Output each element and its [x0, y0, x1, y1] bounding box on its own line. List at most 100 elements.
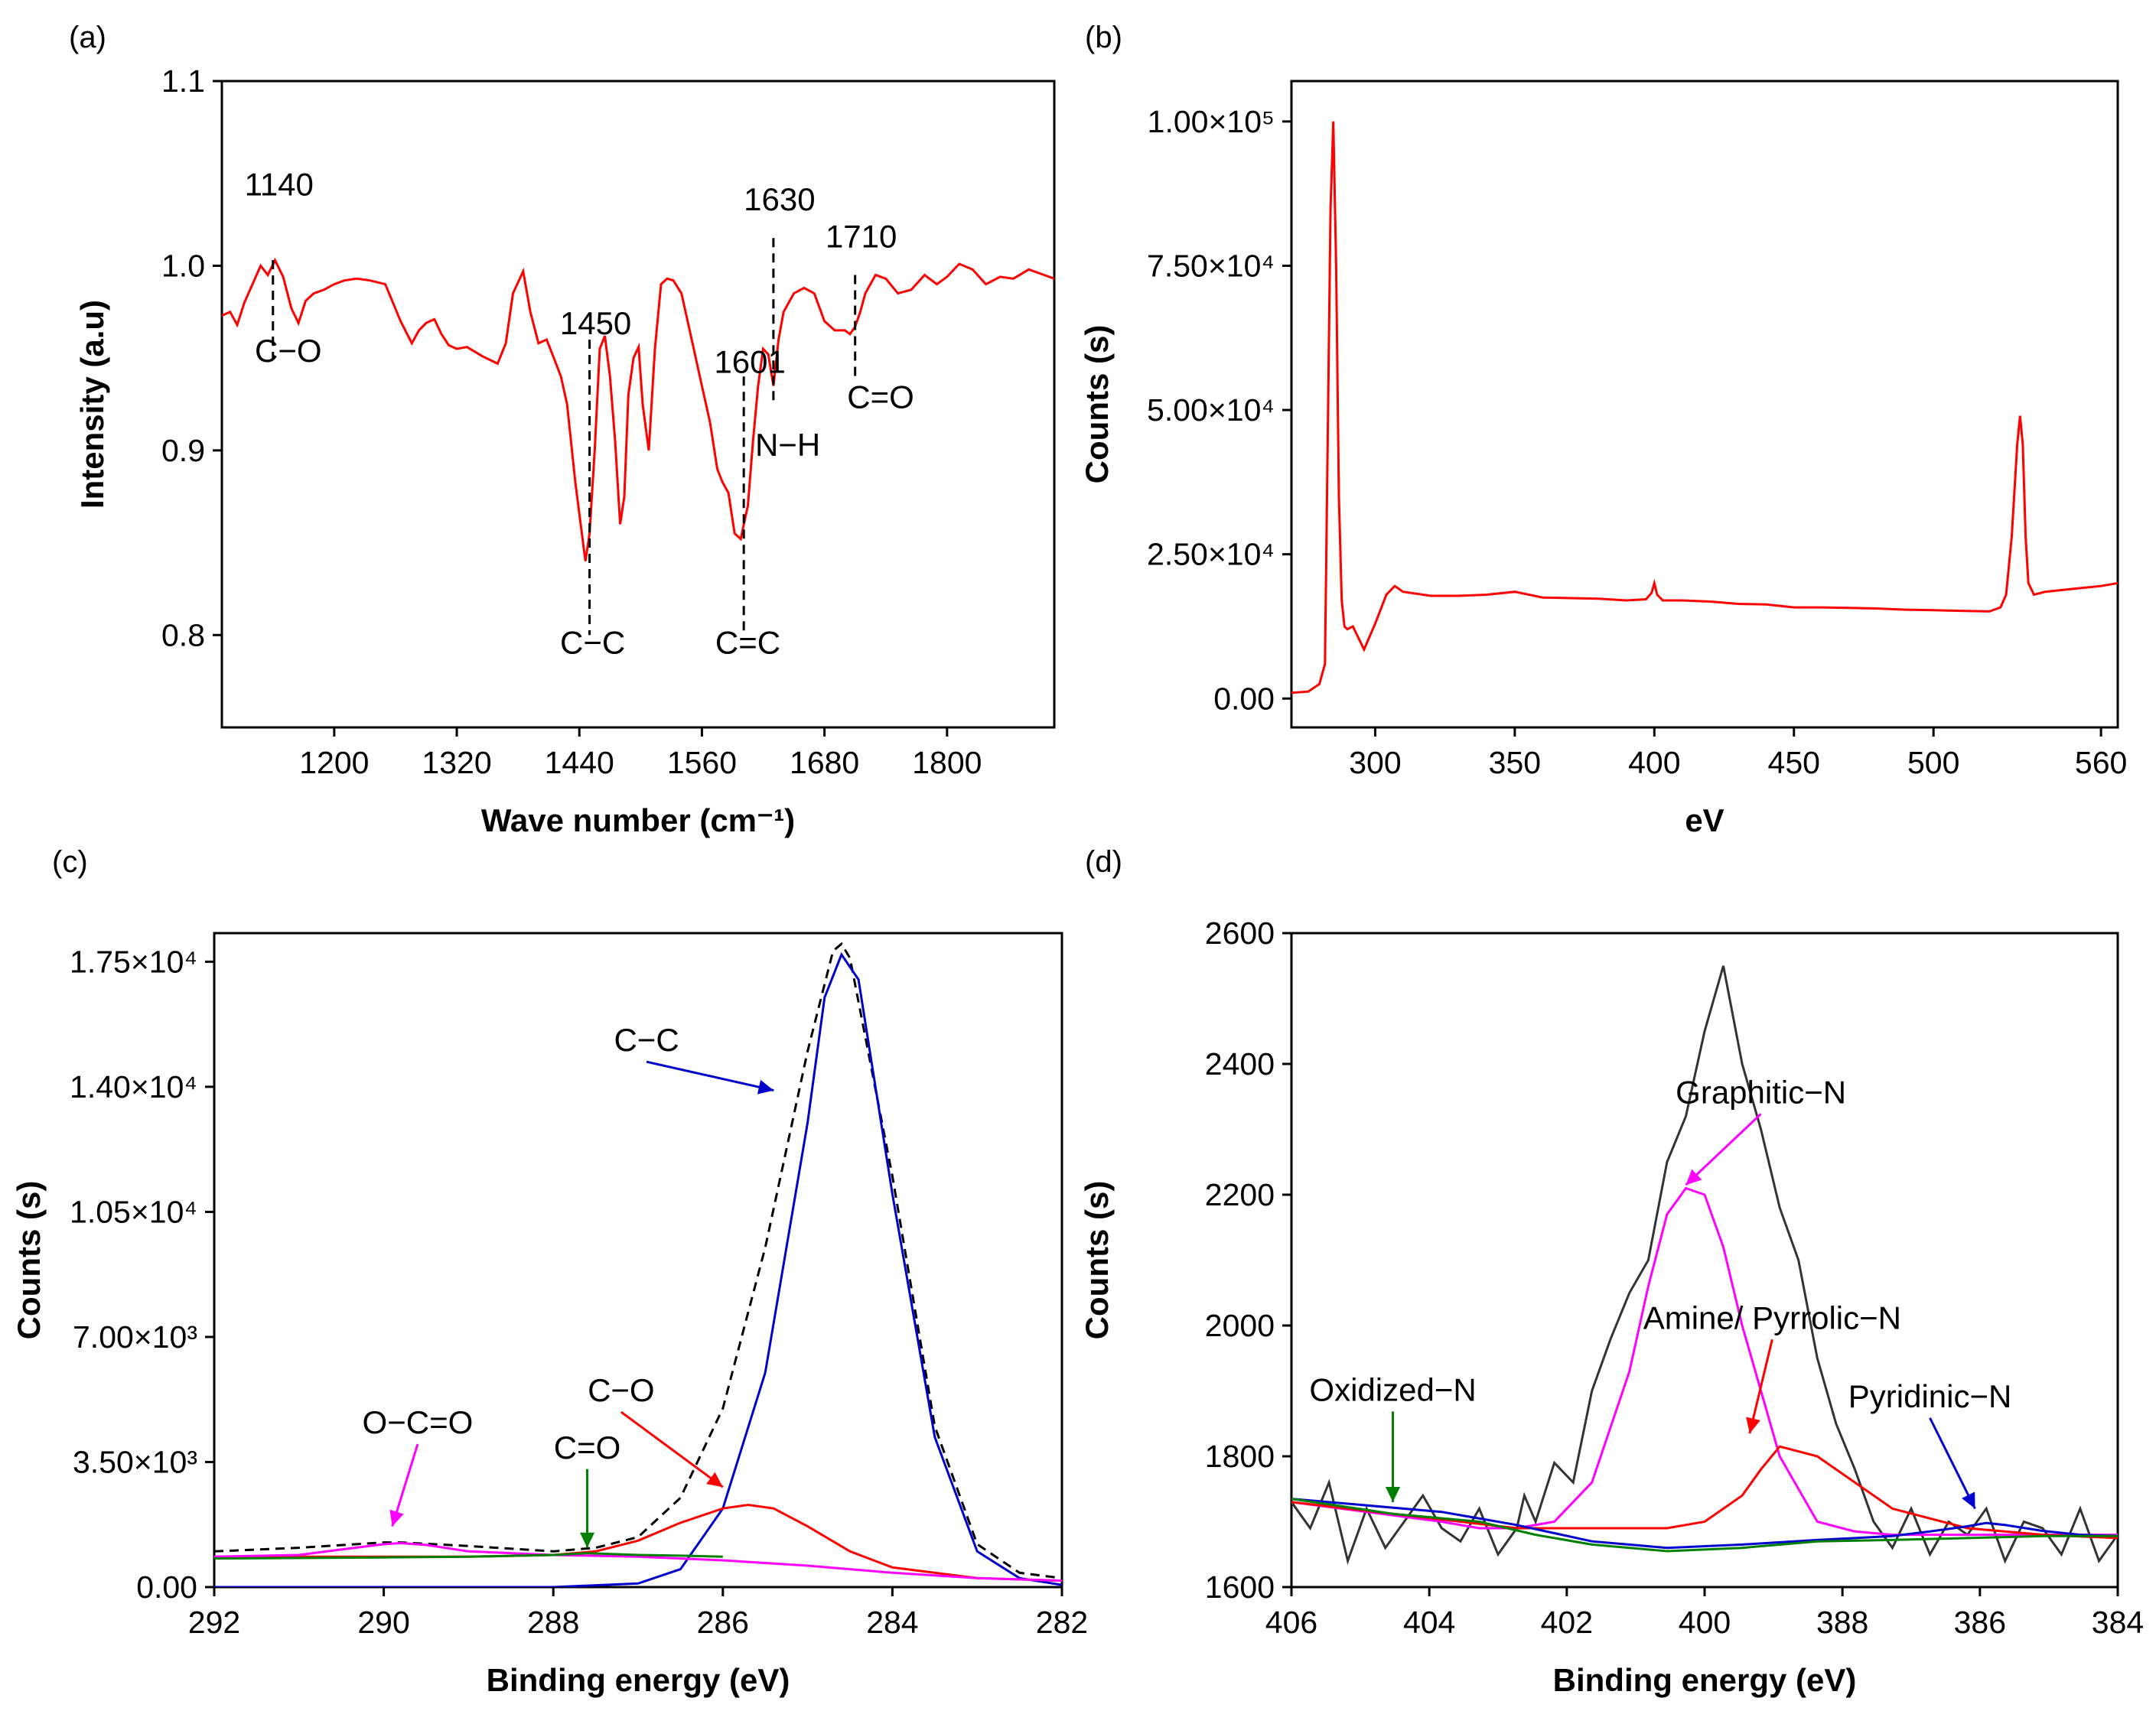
series-line-graphitic-n: [1291, 1186, 2118, 1537]
y-tick-label: 0.00: [136, 1570, 197, 1605]
x-tick-label: 404: [1403, 1605, 1455, 1640]
series-line-c-o: [214, 1552, 723, 1560]
x-tick-label: 284: [866, 1605, 918, 1640]
chart-panel-1: 1200 1320 1440 1560 1680 1800 0.8 0.9 1.0 1.1 Wave…: [74, 63, 1056, 838]
x-tick-label: 288: [527, 1605, 579, 1640]
series-line-pyridinic-n: [1291, 1498, 2118, 1550]
component-label: C−O: [588, 1372, 655, 1408]
y-tick-label: 2.50×10⁴: [1147, 537, 1275, 572]
peak-wavenumber-label: 1450: [560, 305, 631, 341]
component-arrowhead: [706, 1472, 723, 1488]
x-tick-label: 400: [1679, 1605, 1731, 1640]
data-line: [222, 257, 1054, 561]
component-arrow: [1685, 1113, 1762, 1186]
component-label: Pyridinic−N: [1848, 1378, 2012, 1414]
component-arrow: [1748, 1339, 1773, 1434]
component-label: O−C=O: [363, 1404, 474, 1440]
y-tick-label: 2200: [1205, 1177, 1275, 1212]
y-tick-label: 0.8: [161, 617, 205, 652]
x-tick-label: 500: [1907, 745, 1959, 780]
panel-label-a: (a): [69, 21, 106, 54]
y-tick-label: 2400: [1205, 1046, 1275, 1082]
y-tick-label: 3.50×10³: [73, 1444, 197, 1479]
y-tick-label: 2600: [1205, 916, 1275, 951]
series-line-c-c: [214, 951, 1062, 1587]
component-arrowhead: [1386, 1487, 1401, 1502]
component-label: Oxidized−N: [1309, 1371, 1476, 1407]
component-arrow: [620, 1410, 724, 1488]
y-axis-title: Counts (s): [1079, 325, 1115, 484]
y-tick-label: 1.1: [161, 63, 205, 99]
peak-wavenumber-label: 1710: [826, 218, 897, 254]
y-tick-label: 0.9: [161, 433, 205, 468]
y-axis-title: Counts (s): [1079, 1181, 1115, 1340]
x-tick-label: 286: [697, 1605, 749, 1640]
component-arrowhead: [1962, 1491, 1975, 1509]
panel-label-d: (d): [1085, 845, 1122, 879]
series-line-o-c-o: [214, 1541, 1062, 1583]
series-line-raw: [1291, 965, 2118, 1566]
peak-wavenumber-label: 1140: [245, 167, 314, 203]
x-tick-label: 402: [1541, 1605, 1593, 1640]
y-tick-label: 1.0: [161, 248, 205, 283]
component-label: C−C: [614, 1022, 679, 1058]
component-arrowhead: [1746, 1417, 1760, 1434]
component-arrow: [1929, 1417, 1976, 1510]
y-tick-label: 1.40×10⁴: [70, 1069, 197, 1104]
y-tick-label: 7.50×10⁴: [1147, 248, 1275, 283]
peak-bond-label: N−H: [755, 427, 820, 463]
y-tick-label: 1600: [1205, 1570, 1275, 1605]
panel-label-c: (c): [52, 845, 88, 879]
chart-panel-4: 406 404 402 400 388 386 384 1600 1800 2000 2200 240…: [1079, 916, 2144, 1698]
peak-bond-label: C=O: [847, 379, 914, 415]
x-tick-label: 1800: [912, 745, 982, 780]
y-tick-label: 1.00×10⁵: [1148, 104, 1275, 139]
x-axis-title: Wave number (cm⁻¹): [481, 802, 795, 838]
y-tick-label: 1.75×10⁴: [70, 944, 197, 979]
plot-frame: [1290, 80, 2119, 729]
y-tick-label: 2000: [1205, 1308, 1275, 1343]
x-tick-label: 1680: [790, 745, 859, 780]
panel-label-b: (b): [1085, 21, 1122, 54]
y-tick-label: 7.00×10³: [73, 1319, 197, 1355]
x-axis-title: Binding energy (eV): [487, 1662, 790, 1698]
series-line-oxidized-n: [1291, 1498, 2118, 1553]
data-line: [1291, 121, 2118, 694]
plot-frame: [220, 80, 1056, 729]
peak-wavenumber-label: 1630: [744, 181, 815, 217]
y-tick-label: 1.05×10⁴: [70, 1194, 197, 1229]
x-tick-label: 1200: [299, 745, 369, 780]
component-arrowhead: [1685, 1169, 1702, 1186]
x-tick-label: 1440: [545, 745, 614, 780]
y-tick-label: 5.00×10⁴: [1147, 392, 1275, 428]
x-tick-label: 292: [188, 1605, 240, 1640]
component-label: Graphitic−N: [1676, 1074, 1846, 1110]
component-arrow: [646, 1060, 774, 1092]
peak-bond-label: C−O: [255, 333, 322, 369]
y-axis-title: Counts (s): [11, 1181, 47, 1340]
y-axis-title: Intensity (a.u): [74, 300, 110, 509]
x-tick-label: 450: [1768, 745, 1820, 780]
series-line-envelope: [214, 942, 1062, 1579]
peak-bond-label: C=C: [715, 624, 780, 660]
x-tick-label: 406: [1265, 1605, 1317, 1640]
plot-frame: [213, 932, 1063, 1589]
chart-panel-2: 300 350 400 450 500 560 0.00 2.50×10⁴ 5.00×10⁴ 7.…: [1079, 80, 2127, 838]
x-axis-title: Binding energy (eV): [1553, 1662, 1857, 1698]
x-tick-label: 350: [1489, 745, 1541, 780]
peak-bond-label: C−C: [560, 624, 625, 660]
component-label: Amine/ Pyrrolic−N: [1643, 1300, 1901, 1335]
x-axis-title: eV: [1685, 802, 1724, 838]
x-tick-label: 560: [2075, 745, 2127, 780]
x-tick-label: 290: [357, 1605, 409, 1640]
x-tick-label: 400: [1628, 745, 1680, 780]
chart-panel-3: 292 290 288 286 284 282 0.00 3.50×10³ 7.00×10³ 1.…: [11, 932, 1088, 1698]
x-tick-label: 388: [1816, 1605, 1868, 1640]
x-tick-label: 1560: [667, 745, 737, 780]
x-tick-label: 282: [1036, 1605, 1088, 1640]
x-tick-label: 386: [1954, 1605, 2006, 1640]
component-arrowhead: [389, 1509, 404, 1527]
x-tick-label: 300: [1349, 745, 1401, 780]
x-tick-label: 384: [2092, 1605, 2144, 1640]
